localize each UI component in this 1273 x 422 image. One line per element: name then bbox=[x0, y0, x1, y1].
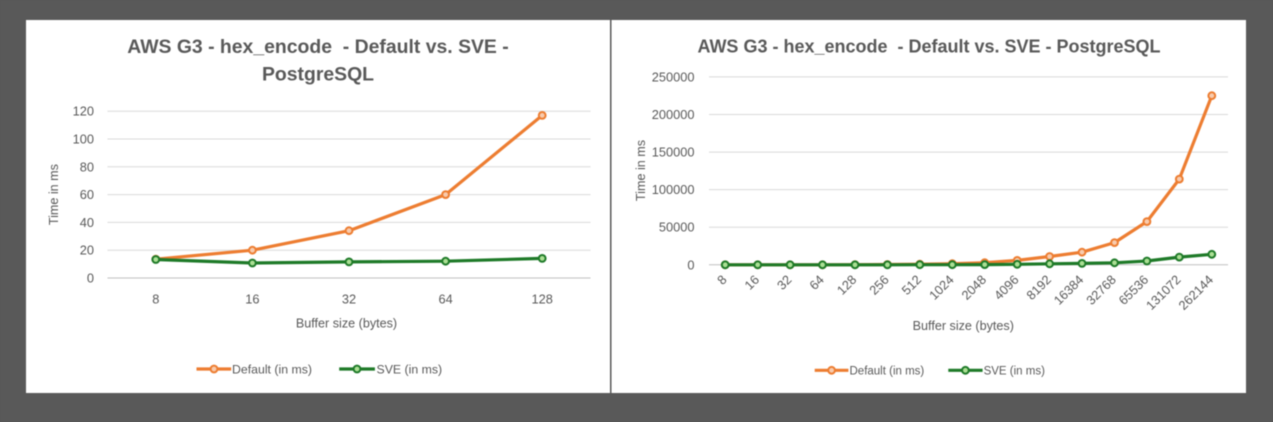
svg-text:AWS G3 - hex_encode - Default: AWS G3 - hex_encode - Default vs. SVE - bbox=[127, 36, 508, 58]
svg-text:Buffer size (bytes): Buffer size (bytes) bbox=[296, 317, 397, 331]
svg-text:60: 60 bbox=[80, 187, 94, 202]
svg-text:0: 0 bbox=[687, 257, 694, 272]
svg-text:64: 64 bbox=[438, 292, 452, 307]
svg-text:200000: 200000 bbox=[652, 107, 695, 122]
svg-text:16: 16 bbox=[245, 292, 259, 307]
svg-text:100000: 100000 bbox=[652, 182, 695, 197]
svg-text:Time in ms: Time in ms bbox=[634, 140, 648, 201]
svg-text:32: 32 bbox=[342, 292, 356, 307]
svg-text:PostgreSQL: PostgreSQL bbox=[262, 64, 374, 86]
svg-text:0: 0 bbox=[87, 271, 94, 286]
svg-text:Buffer size (bytes): Buffer size (bytes) bbox=[913, 319, 1014, 333]
svg-text:50000: 50000 bbox=[659, 220, 695, 235]
svg-text:40: 40 bbox=[80, 215, 94, 230]
svg-text:SVE (in ms): SVE (in ms) bbox=[984, 365, 1046, 377]
svg-text:8: 8 bbox=[152, 292, 159, 307]
svg-text:Default (in ms): Default (in ms) bbox=[850, 365, 925, 377]
svg-text:AWS G3 - hex_encode - Default: AWS G3 - hex_encode - Default vs. SVE - … bbox=[697, 37, 1160, 57]
svg-text:SVE (in ms): SVE (in ms) bbox=[377, 362, 443, 376]
svg-text:Time in ms: Time in ms bbox=[47, 164, 61, 225]
svg-text:80: 80 bbox=[80, 159, 94, 174]
svg-text:128: 128 bbox=[532, 292, 553, 307]
svg-text:250000: 250000 bbox=[652, 69, 695, 84]
svg-text:100: 100 bbox=[73, 132, 94, 147]
svg-text:20: 20 bbox=[80, 243, 94, 258]
svg-text:120: 120 bbox=[73, 104, 94, 119]
svg-text:150000: 150000 bbox=[652, 145, 695, 160]
svg-text:Default (in ms): Default (in ms) bbox=[232, 362, 312, 376]
